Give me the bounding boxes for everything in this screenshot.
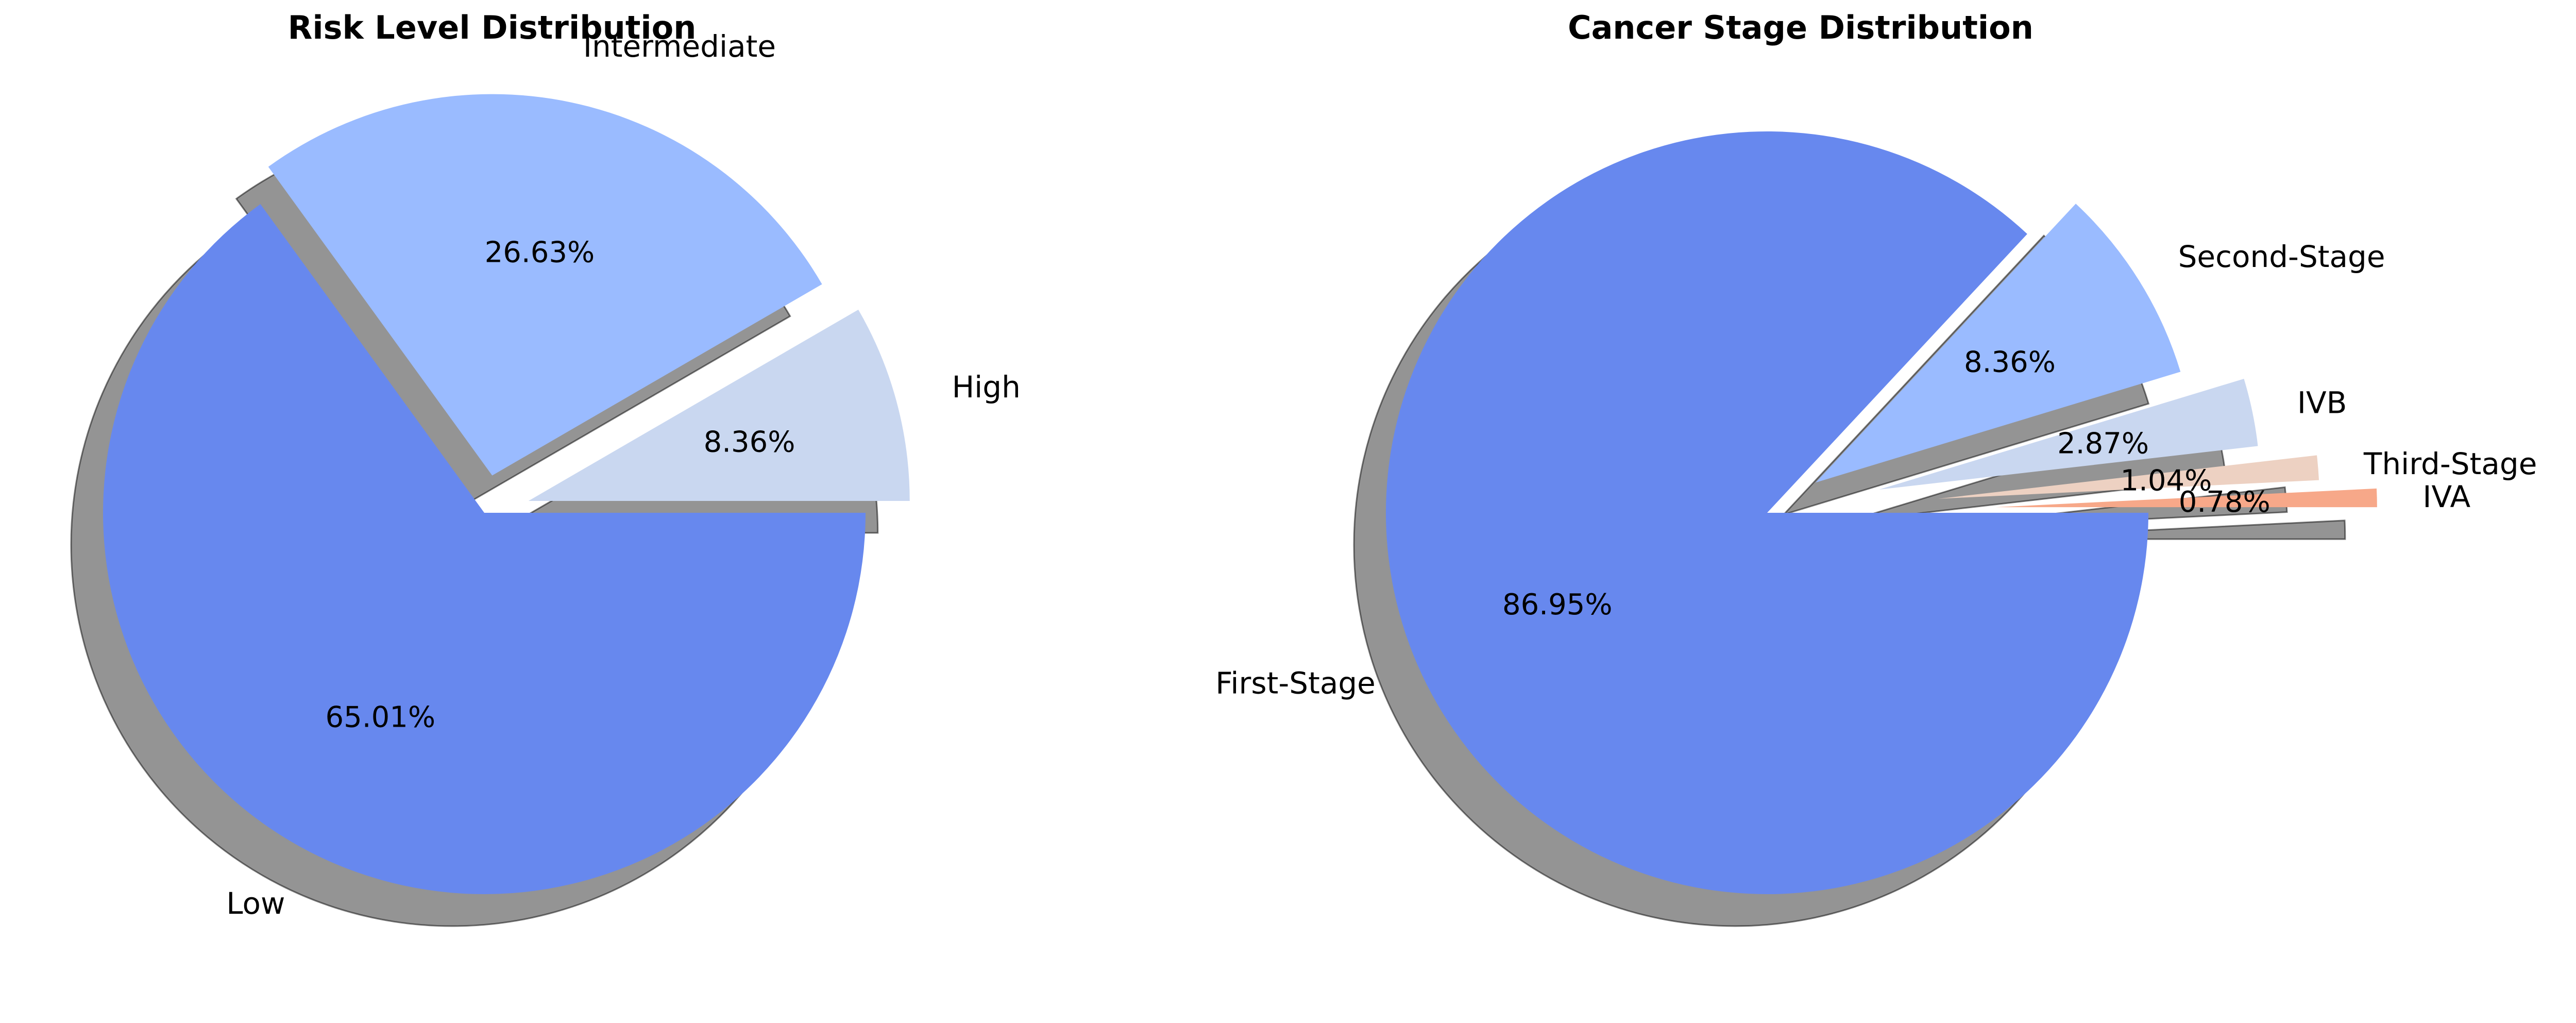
pie-risk: Low 65.01% Intermediate 26.63% High 8.36%: [70, 29, 1021, 927]
slice-second-stage: [1816, 204, 2181, 483]
label-iva: IVA: [2422, 479, 2470, 514]
pct-label-low: 65.01%: [326, 701, 436, 734]
slice-first-stage: [1386, 131, 2148, 894]
slice-ivb: [1879, 378, 2258, 490]
slice-intermediate: [268, 94, 822, 476]
label-high: High: [952, 370, 1021, 405]
pct-label-second-stage: 8.36%: [1964, 345, 2056, 379]
pct-label-ivb: 2.87%: [2057, 427, 2149, 461]
label-intermediate: Intermediate: [583, 29, 776, 64]
slice-iva: [1995, 488, 2377, 508]
label-third-stage: Third-Stage: [2363, 446, 2537, 481]
label-second-stage: Second-Stage: [2178, 239, 2385, 274]
slice-high: [528, 309, 910, 501]
pct-label-third-stage: 1.04%: [2120, 464, 2212, 498]
pct-label-first-stage: 86.95%: [1502, 588, 1613, 622]
pie-stage: First-Stage 86.95% Second-Stage 8.36% IVB 2.8…: [1215, 131, 2537, 927]
chart-title-risk-level: Risk Level Distribution: [288, 9, 697, 46]
label-ivb: IVB: [2297, 385, 2347, 421]
chart-title-cancer-stage: Cancer Stage Distribution: [1568, 9, 2033, 46]
pct-label-iva: 0.78%: [2179, 485, 2270, 519]
pct-label-high: 8.36%: [704, 426, 795, 459]
label-first-stage: First-Stage: [1215, 665, 1376, 700]
pct-label-intermediate: 26.63%: [485, 236, 595, 269]
slice-third-stage: [1938, 455, 2319, 499]
slice-low: [103, 204, 866, 895]
label-low: Low: [226, 886, 285, 921]
